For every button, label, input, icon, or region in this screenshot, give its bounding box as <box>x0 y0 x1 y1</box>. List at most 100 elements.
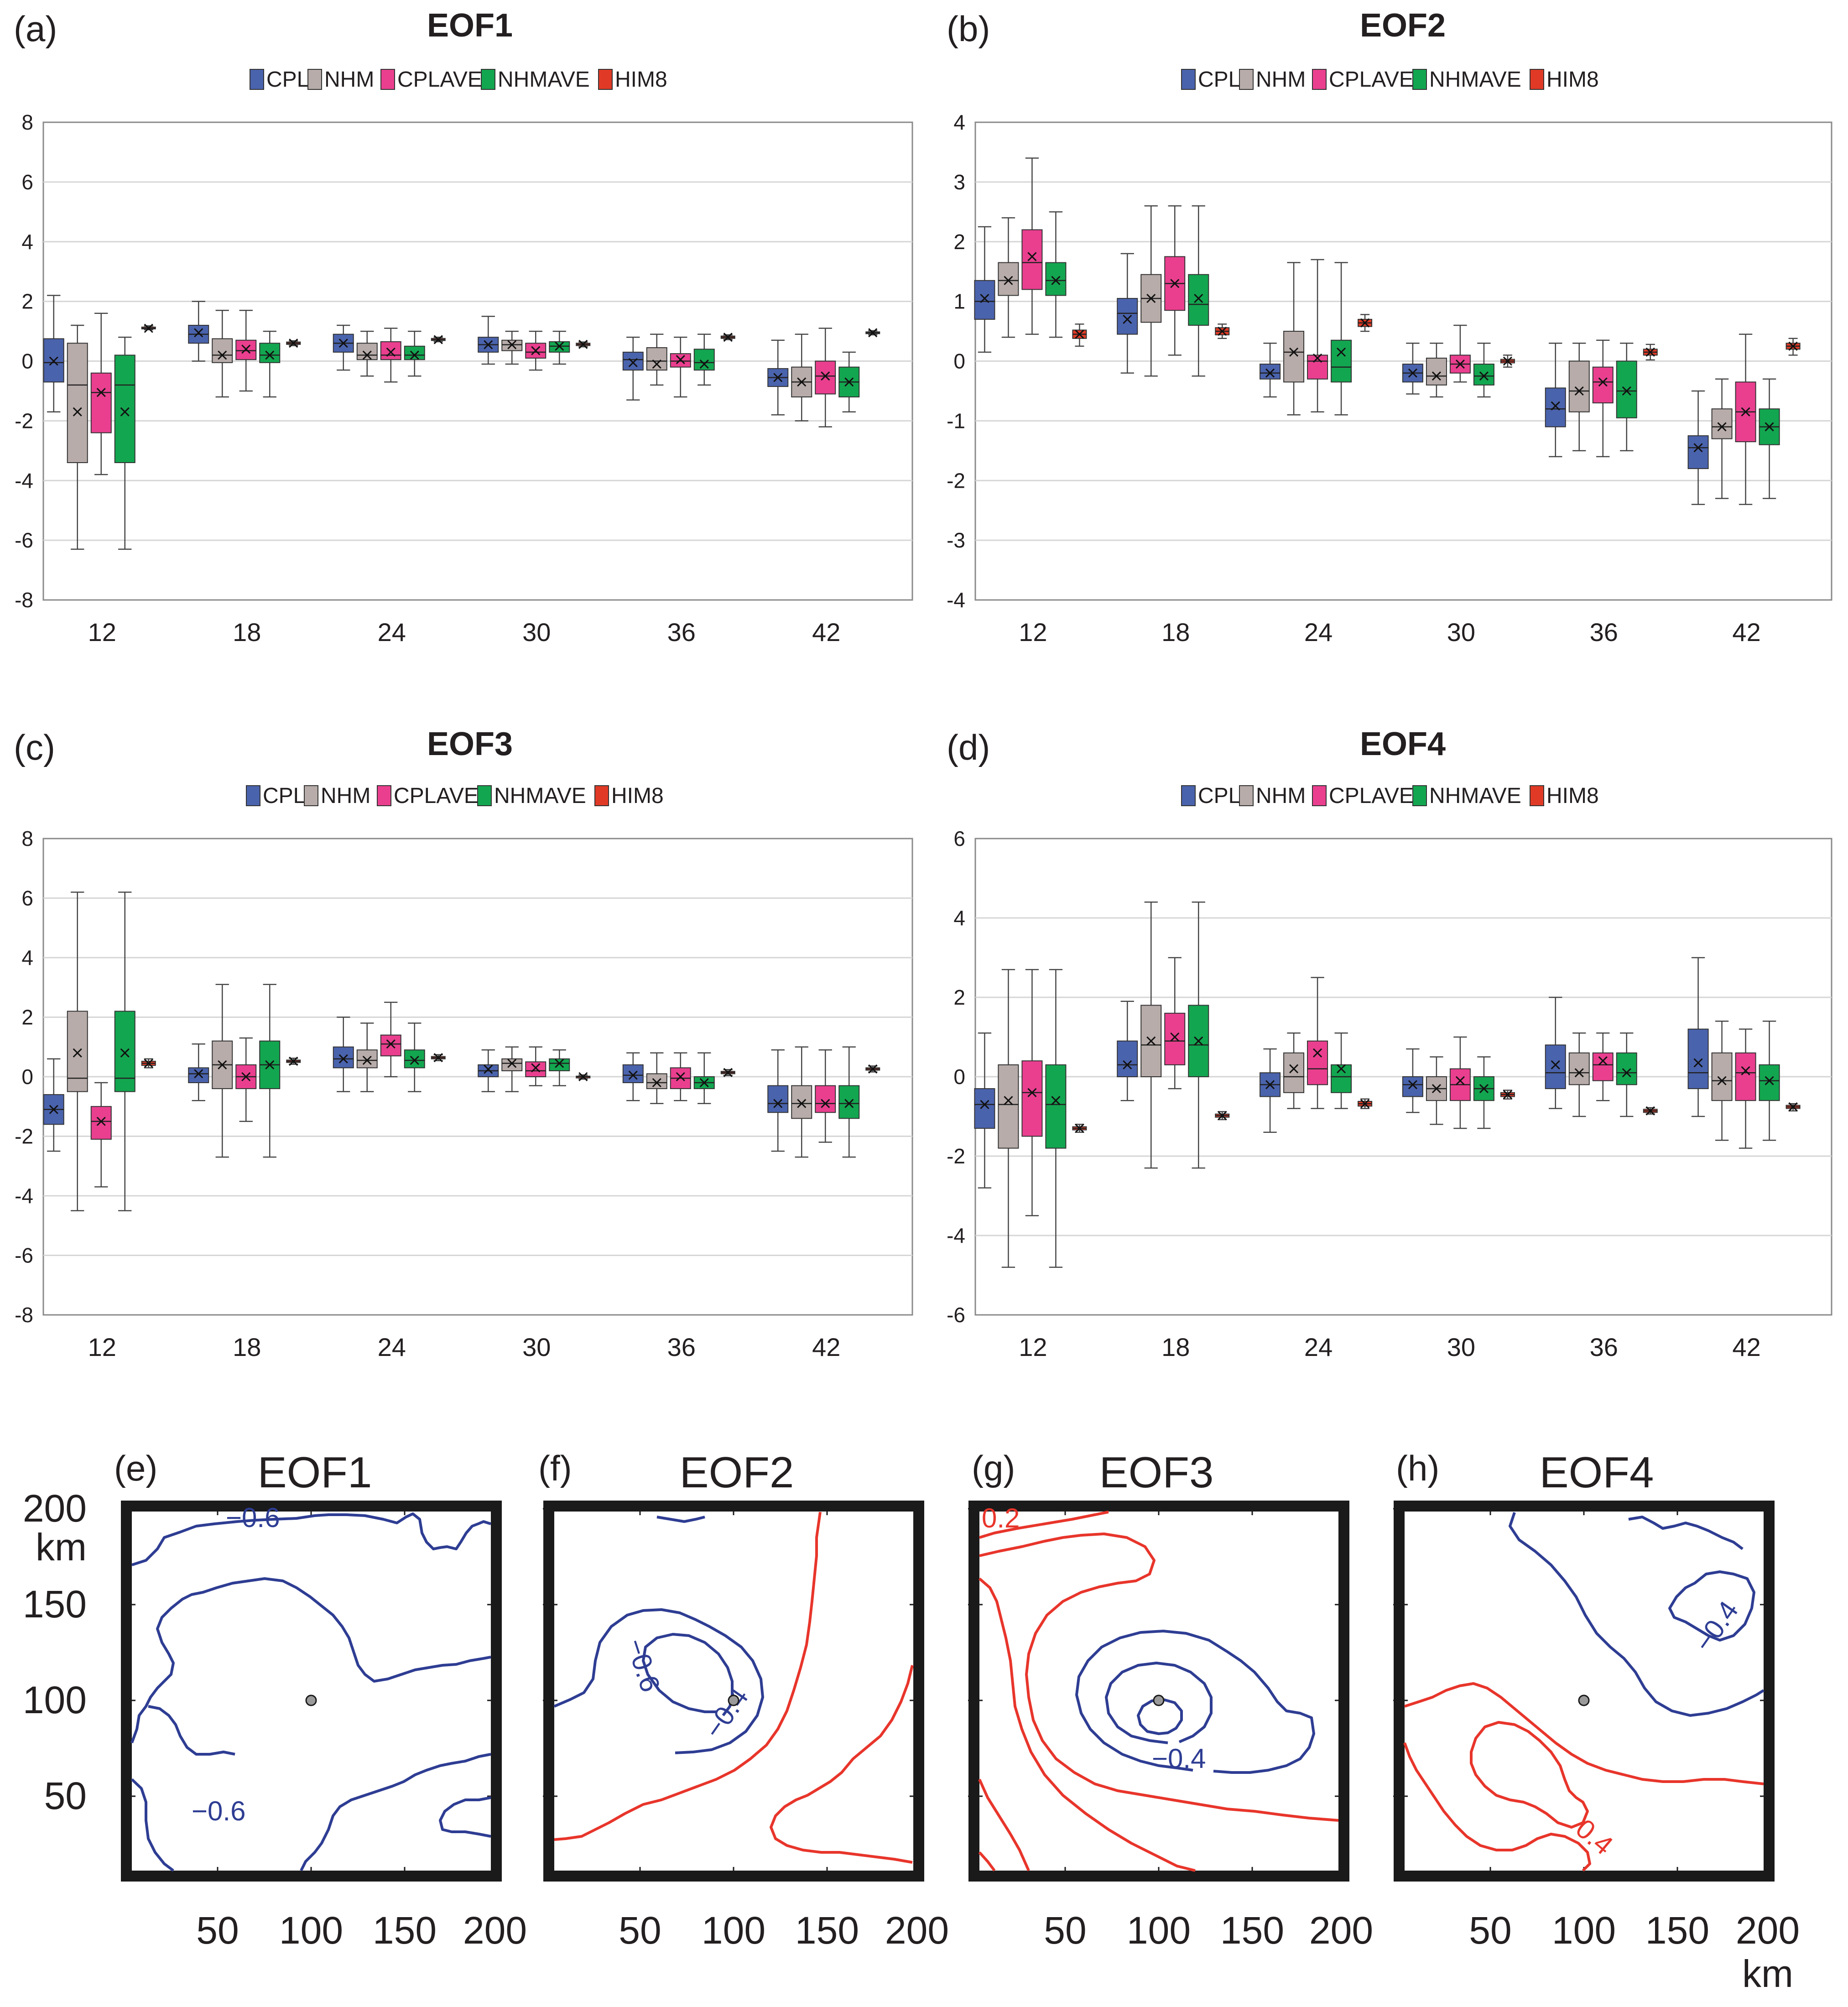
box-cplave <box>235 1037 257 1122</box>
mean-marker <box>628 1070 638 1080</box>
mean-marker <box>773 373 783 382</box>
contour-negative <box>148 1705 235 1756</box>
box-cplave <box>815 1049 836 1143</box>
box-him8 <box>1643 1106 1658 1116</box>
panel-label: (h) <box>1396 1448 1439 1488</box>
contour-label: −0.6 <box>192 1796 245 1826</box>
iqr-box <box>1735 1052 1756 1101</box>
map-x-tick: 100 <box>702 1909 765 1952</box>
mean-marker <box>96 1116 106 1126</box>
legend-swatch-him8 <box>594 785 609 806</box>
mean-marker <box>1337 1064 1346 1074</box>
iqr-box <box>188 1067 209 1084</box>
iqr-box <box>1592 1052 1614 1081</box>
y-tick-label: -8 <box>15 588 33 612</box>
x-tick-label: 42 <box>1732 1333 1760 1361</box>
chart-title: EOF2 <box>1360 7 1446 44</box>
panel-label: (b) <box>947 9 990 49</box>
mean-marker <box>1645 1106 1655 1116</box>
mean-marker <box>362 350 372 360</box>
legend-swatch-cpl <box>1181 69 1196 90</box>
box-cpl <box>1402 342 1423 395</box>
box-cplave <box>525 330 547 371</box>
contour-positive <box>554 1512 822 1841</box>
map-x-tick: 150 <box>1220 1909 1284 1952</box>
legend-label: CPLAVE <box>397 68 482 92</box>
contour-positive <box>978 1778 1030 1871</box>
map-axis-left: 200 km 150 100 50 <box>23 1487 87 1817</box>
mean-marker <box>73 407 82 417</box>
box-nhmave <box>1045 969 1067 1268</box>
box-cplave <box>380 1001 401 1078</box>
iqr-box <box>356 1049 378 1069</box>
contour-label: 0.2 <box>982 1503 1020 1533</box>
map-g: (g) EOF3 0.2 −0.4 50 100 150 <box>968 1448 1373 1952</box>
contour-negative <box>130 1778 174 1872</box>
box-nhmave <box>1473 1056 1494 1129</box>
panel-a: (a) EOF1 CPL NHM CPLAVE NHMAVE HIM8 -8 -6… <box>14 7 913 646</box>
box-nhm <box>791 334 812 422</box>
contour-label: −0.6 <box>226 1502 280 1533</box>
contour-positive <box>979 1511 1109 1539</box>
x-tick-label: 30 <box>522 618 551 646</box>
box-cplave <box>1592 339 1614 458</box>
box-nhm <box>501 1046 523 1092</box>
x-tick-label: 12 <box>88 1333 116 1361</box>
iqr-box <box>1545 387 1566 427</box>
iqr-box <box>1117 298 1138 335</box>
mean-marker <box>821 371 830 381</box>
mean-marker <box>844 1099 854 1108</box>
box-nhm <box>1711 1020 1733 1141</box>
iqr-box <box>90 372 112 433</box>
x-tick-label: 18 <box>1161 1333 1190 1361</box>
iqr-box <box>1711 1052 1733 1101</box>
legend-swatch-cplave <box>377 785 391 806</box>
box-nhmave <box>1759 1020 1780 1141</box>
box-cplave <box>1735 334 1756 505</box>
iqr-box <box>67 1011 88 1092</box>
y-tick-label: -4 <box>15 1184 33 1208</box>
box-cplave <box>670 1052 691 1101</box>
iqr-box <box>114 354 135 463</box>
box-cpl <box>974 1032 995 1189</box>
mean-marker <box>797 1099 807 1108</box>
iqr-box <box>525 1061 547 1077</box>
box-him8 <box>1358 314 1373 332</box>
mean-marker <box>386 347 396 357</box>
box-him8 <box>1786 1102 1801 1112</box>
mean-marker <box>699 359 709 369</box>
iqr-box <box>380 1034 401 1057</box>
box-cplave <box>670 336 691 398</box>
mean-marker <box>1717 422 1727 432</box>
box-cpl <box>1687 957 1709 1117</box>
y-tick-label: 6 <box>21 170 33 194</box>
box-nhm <box>356 330 378 377</box>
mean-marker <box>120 1048 130 1058</box>
legend-swatch-nhmave <box>1412 69 1427 90</box>
iqr-box <box>622 1064 644 1084</box>
iqr-box <box>1307 1040 1328 1085</box>
y-tick-label: 0 <box>21 349 33 373</box>
box-nhmave <box>838 351 860 412</box>
map-title: EOF4 <box>1540 1448 1654 1497</box>
iqr-box <box>67 343 88 463</box>
iqr-box <box>1616 360 1637 418</box>
box-cplave <box>90 313 112 475</box>
iqr-box <box>501 1058 523 1071</box>
mean-marker <box>1693 1058 1703 1068</box>
legend: CPL NHM CPLAVE NHMAVE HIM8 <box>250 68 667 92</box>
map-x-tick: 200 <box>885 1909 949 1952</box>
map-x-tick: 50 <box>619 1909 661 1952</box>
y-tick-label: 2 <box>953 230 965 254</box>
iqr-box <box>974 1088 995 1129</box>
iqr-box <box>1426 357 1447 386</box>
mean-marker <box>289 339 298 348</box>
box-nhmave <box>693 334 715 386</box>
y-tick-label: -8 <box>15 1303 33 1327</box>
map-x-tick: 200 <box>463 1909 527 1952</box>
mean-marker <box>144 323 153 333</box>
iqr-box <box>646 347 667 371</box>
legend-label: HIM8 <box>1546 68 1599 92</box>
